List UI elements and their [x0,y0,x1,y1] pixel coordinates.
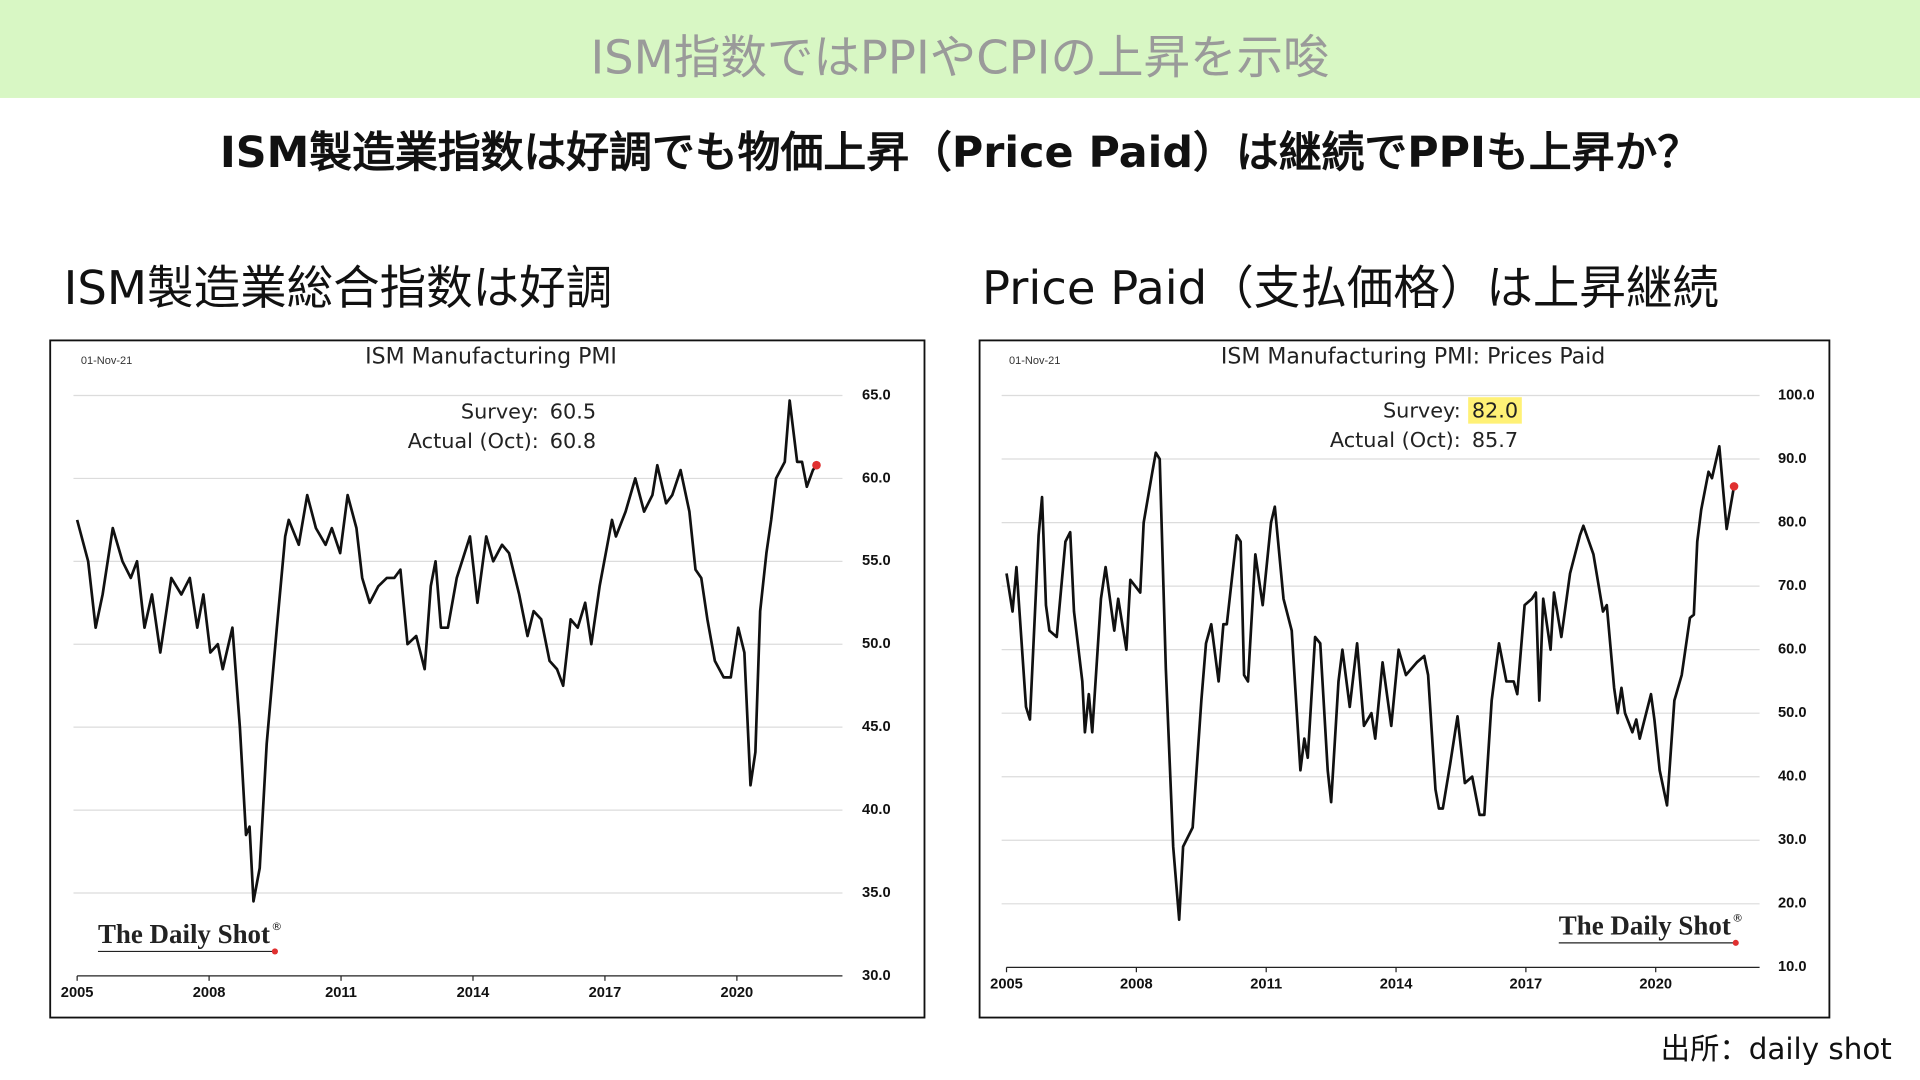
y-tick-label: 20.0 [1778,896,1807,912]
series-line [1005,444,1736,922]
y-tick-label: 50.0 [1778,705,1807,721]
y-tick-label: 30.0 [1778,832,1807,848]
series-line [75,399,818,903]
annotation-value: 60.5 [550,400,596,424]
source: 出所：daily shot [1661,1032,1892,1066]
x-tick-label: 2020 [721,985,754,1001]
header: ISM指数ではPPIやCPIの上昇を示唆 [590,31,1329,85]
y-tick-label: 40.0 [862,802,891,818]
x-tick-label: 2005 [61,985,94,1001]
last-point [812,460,821,470]
x-tick-label: 2008 [193,985,226,1001]
y-tick-label: 80.0 [1778,514,1807,530]
y-tick-label: 30.0 [862,968,891,984]
watermark-mark: ® [271,920,282,933]
left-heading: ISM製造業総合指数は好調 [64,261,613,315]
y-tick-label: 65.0 [862,387,891,403]
annotation-value: 82.0 [1472,398,1518,422]
x-tick-label: 2008 [1120,976,1153,992]
x-tick-label: 2020 [1639,976,1672,992]
x-tick-label: 2011 [325,985,357,1001]
annotation-label: Actual (Oct): [408,429,539,453]
highlight [1468,397,1522,424]
last-point [1729,482,1739,491]
y-tick-label: 70.0 [1778,578,1807,594]
y-tick-label: 40.0 [1778,769,1807,785]
y-tick-label: 60.0 [1778,642,1807,658]
y-tick-label: 60.0 [862,470,891,486]
header-band [0,0,1920,98]
annotation-label: Actual (Oct): [1330,428,1461,452]
watermark: The Daily Shot [98,919,270,949]
y-tick-label: 10.0 [1778,959,1807,975]
right-heading: Price Paid（支払価格）は上昇継続 [982,261,1719,315]
chart-title: ISM Manufacturing PMI: Prices Paid [1221,345,1605,370]
y-tick-label: 50.0 [862,636,891,652]
annotation-label: Survey: [1383,398,1461,422]
x-tick-label: 2017 [589,985,622,1001]
x-tick-label: 2017 [1510,976,1543,992]
chart-title: ISM Manufacturing PMI [365,345,617,370]
x-tick-label: 2014 [457,985,491,1001]
y-tick-label: 100.0 [1778,387,1815,403]
chart-frame [49,339,926,1019]
subtitle: ISM製造業指数は好調でも物価上昇（Price Paid）は継続でPPIも上昇か… [220,128,1700,178]
x-tick-label: 2011 [1250,976,1282,992]
y-tick-label: 90.0 [1778,451,1807,467]
y-tick-label: 55.0 [862,553,891,569]
annotation-value: 60.8 [550,429,596,453]
watermark-dot [271,948,278,955]
watermark-dot [1732,939,1739,946]
date-label: 01-Nov-21 [1009,355,1060,367]
annotation-value: 85.7 [1472,428,1518,452]
x-tick-label: 2005 [990,976,1023,992]
x-tick-label: 2014 [1380,976,1414,992]
watermark-mark: ® [1732,911,1743,924]
date-label: 01-Nov-21 [81,355,132,367]
annotation-label: Survey: [461,400,539,424]
y-tick-label: 35.0 [862,885,891,901]
watermark: The Daily Shot [1559,910,1731,940]
y-tick-label: 45.0 [862,719,891,735]
chart-frame [978,339,1831,1019]
